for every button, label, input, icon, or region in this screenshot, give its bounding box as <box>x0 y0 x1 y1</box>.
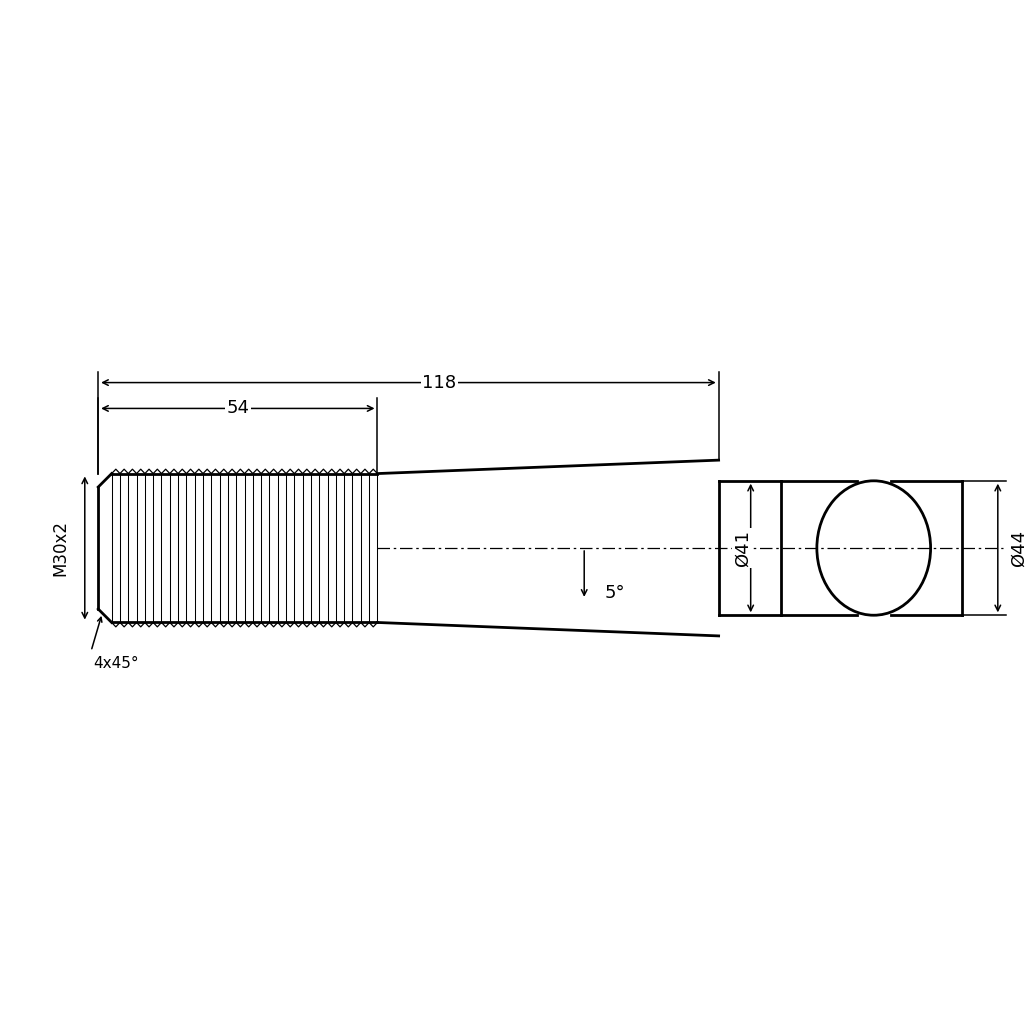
Text: 5°: 5° <box>605 584 626 602</box>
Text: Ø41: Ø41 <box>733 529 752 567</box>
Text: 118: 118 <box>422 373 457 392</box>
Text: M30x2: M30x2 <box>51 520 69 576</box>
Text: 54: 54 <box>226 399 249 418</box>
Text: 4x45°: 4x45° <box>93 657 139 671</box>
Text: Ø44: Ø44 <box>1009 529 1028 567</box>
